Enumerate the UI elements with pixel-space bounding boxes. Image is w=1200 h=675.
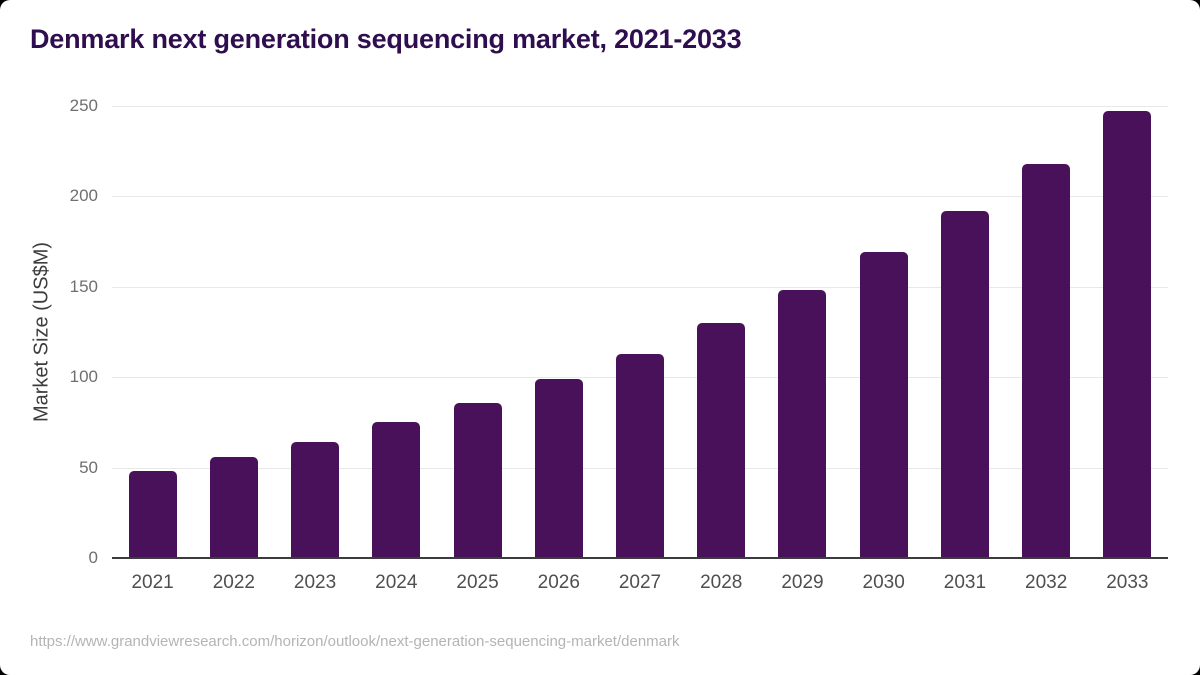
y-tick-label-100: 100 <box>69 367 98 387</box>
bar-2029[interactable] <box>778 290 827 558</box>
x-tick-label-2021: 2021 <box>131 572 174 593</box>
bar-2031[interactable] <box>940 210 989 558</box>
x-tick-label-2029: 2029 <box>781 572 824 593</box>
gridline-250 <box>112 106 1168 107</box>
y-tick-label-150: 150 <box>69 276 98 296</box>
x-tick-label-2028: 2028 <box>700 572 743 593</box>
bar-2030[interactable] <box>859 252 908 558</box>
gridline-200 <box>112 196 1168 198</box>
bar-2025[interactable] <box>453 402 502 558</box>
x-tick-label-2030: 2030 <box>862 572 905 593</box>
x-tick-label-2023: 2023 <box>293 572 337 593</box>
x-tick-label-2024: 2024 <box>375 572 418 593</box>
x-tick-label-2027: 2027 <box>618 572 662 593</box>
x-tick-label-2031: 2031 <box>943 572 987 593</box>
source-url: https://www.grandviewresearch.com/horizo… <box>30 633 680 650</box>
x-axis-line <box>112 557 1168 559</box>
x-tick-label-2026: 2026 <box>537 572 580 593</box>
bar-2022[interactable] <box>209 456 258 558</box>
y-tick-label-50: 50 <box>79 457 98 477</box>
bar-2027[interactable] <box>616 353 664 558</box>
y-axis-title: Market Size (US$M) <box>30 241 53 423</box>
x-tick-label-2025: 2025 <box>456 572 499 593</box>
bar-2032[interactable] <box>1022 163 1071 558</box>
y-tick-label-0: 0 <box>88 548 98 567</box>
chart-title: Denmark next generation sequencing marke… <box>30 24 742 54</box>
bar-2028[interactable] <box>697 322 746 558</box>
bar-2026[interactable] <box>534 379 583 558</box>
x-tick-label-2033: 2033 <box>1106 572 1149 593</box>
plot-area <box>112 106 1168 559</box>
bar-2033[interactable] <box>1103 111 1152 558</box>
x-tick-label-2022: 2022 <box>212 572 255 593</box>
gridline-150 <box>112 286 1168 288</box>
y-tick-label-200: 200 <box>69 186 98 206</box>
y-tick-label-250: 250 <box>69 96 98 115</box>
bar-2023[interactable] <box>291 442 340 558</box>
bar-2021[interactable] <box>128 471 177 558</box>
bar-2024[interactable] <box>372 422 421 558</box>
x-tick-label-2032: 2032 <box>1025 572 1068 593</box>
